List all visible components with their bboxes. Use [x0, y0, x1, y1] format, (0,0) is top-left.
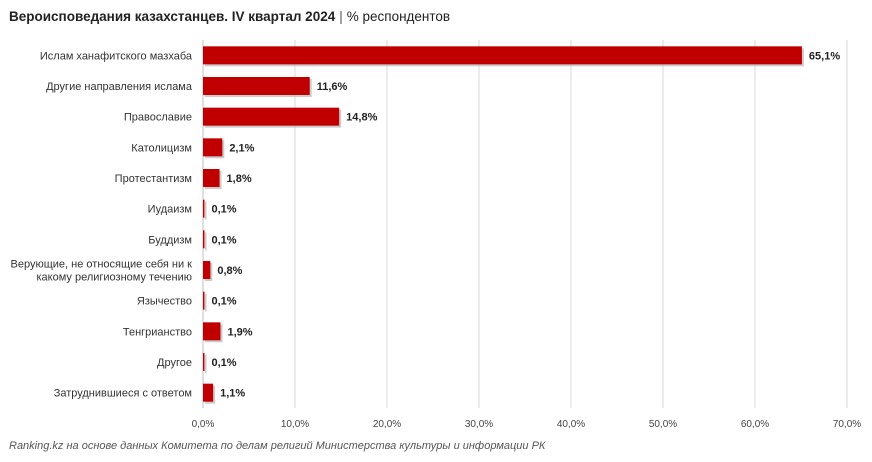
category-label-line: Ислам ханафитского мазхаба [40, 50, 193, 62]
data-label: 1,9% [227, 326, 252, 338]
chart-title-main: Вероисповедания казахстанцев. IV квартал… [9, 9, 336, 24]
category-label-line: Верующие, не относящие себя ни к [11, 259, 193, 271]
bar [203, 322, 221, 341]
category-label: Тенгрианство [123, 326, 192, 338]
bar [203, 383, 214, 402]
category-label-line: Буддизм [148, 234, 192, 246]
data-label: 0,1% [212, 204, 237, 216]
bar [203, 107, 340, 126]
x-tick-label: 20,0% [373, 419, 401, 430]
category-label: Православие [124, 112, 192, 124]
category-label: Католицизм [131, 142, 192, 154]
x-tick-label: 30,0% [465, 419, 493, 430]
title-separator: | [339, 9, 343, 24]
source-note: Ranking.kz на основе данных Комитета по … [9, 440, 546, 452]
category-label-line: Другое [157, 357, 192, 369]
bar-shadow [205, 355, 207, 373]
category-label-line: Язычество [137, 296, 192, 308]
bar [203, 199, 205, 218]
bar [203, 77, 310, 95]
bar [203, 46, 802, 65]
category-label: Иудаизм [148, 204, 192, 216]
category-label: Протестантизм [115, 173, 192, 185]
data-label: 0,1% [212, 234, 237, 246]
category-label-line: Затруднившиеся с ответом [54, 388, 192, 400]
category-label-line: Иудаизм [148, 204, 192, 216]
data-label: 1,8% [227, 173, 252, 185]
category-label: Другие направления ислама [46, 81, 193, 93]
category-label: Язычество [137, 296, 192, 308]
category-label-line: Католицизм [131, 142, 192, 154]
category-label-line: Другие направления ислама [46, 81, 193, 93]
bar [203, 261, 211, 279]
bar-shadow [205, 293, 207, 312]
bar [203, 291, 205, 310]
data-label: 2,1% [229, 142, 254, 154]
data-label: 0,1% [212, 296, 237, 308]
x-tick-label: 60,0% [741, 419, 769, 430]
bar-shadow [205, 232, 207, 251]
chart-title-unit: % респондентов [346, 9, 451, 24]
category-label: Затруднившиеся с ответом [54, 388, 192, 400]
bar-chart: 0,0% 10,0% 20,0% 30,0% 40,0% 50,0% 60,0% 70,0% 6… [11, 40, 861, 430]
data-label: 1,1% [220, 388, 245, 400]
bar-shadow [205, 201, 207, 220]
data-label: 0,1% [212, 357, 237, 369]
data-label: 11,6% [317, 81, 348, 93]
category-label-line: Православие [124, 112, 192, 124]
bar [203, 353, 205, 371]
x-tick-label: 0,0% [192, 419, 215, 430]
category-label: Буддизм [148, 234, 192, 246]
x-tick-label: 40,0% [557, 419, 585, 430]
data-label: 65,1% [809, 50, 840, 62]
bar [203, 169, 220, 187]
category-label-line: Протестантизм [115, 173, 192, 185]
category-label: Верующие, не относящие себя ни к какому р… [11, 259, 193, 284]
x-tick-label: 50,0% [649, 419, 677, 430]
chart-title: Вероисповедания казахстанцев. IV квартал… [9, 9, 450, 24]
data-label: 0,8% [217, 265, 242, 277]
category-label: Ислам ханафитского мазхаба [40, 50, 193, 62]
x-tick-label: 10,0% [281, 419, 309, 430]
category-label: Другое [157, 357, 192, 369]
category-label-line: Тенгрианство [123, 326, 192, 338]
bar [203, 230, 205, 249]
category-label-line: какому религиозному течению [36, 272, 192, 284]
data-label: 14,8% [346, 112, 377, 124]
bar [203, 138, 223, 157]
x-tick-label: 70,0% [833, 419, 861, 430]
